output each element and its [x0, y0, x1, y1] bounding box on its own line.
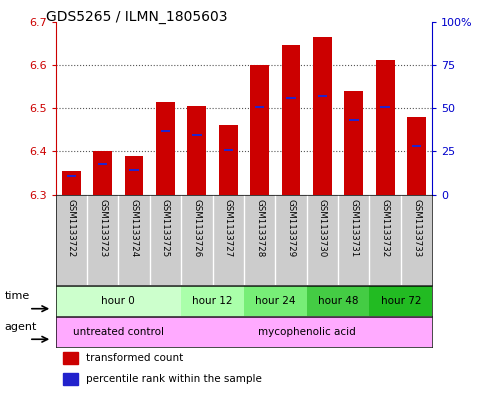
- Bar: [98, 163, 107, 165]
- Bar: [369, 286, 432, 316]
- Text: transformed count: transformed count: [85, 353, 183, 363]
- Text: hour 72: hour 72: [381, 296, 421, 306]
- Bar: [63, 352, 78, 364]
- Bar: [255, 106, 264, 108]
- Text: GSM1133733: GSM1133733: [412, 199, 421, 257]
- Text: hour 12: hour 12: [192, 296, 233, 306]
- Bar: [349, 119, 358, 121]
- Text: GSM1133732: GSM1133732: [381, 199, 390, 257]
- Bar: [192, 134, 201, 136]
- Text: GSM1133727: GSM1133727: [224, 199, 233, 257]
- Text: GSM1133722: GSM1133722: [67, 199, 76, 257]
- Bar: [161, 130, 170, 132]
- Text: agent: agent: [5, 323, 37, 332]
- Text: GSM1133729: GSM1133729: [286, 199, 296, 257]
- Bar: [224, 149, 233, 151]
- Text: hour 0: hour 0: [101, 296, 135, 306]
- Text: GSM1133724: GSM1133724: [129, 199, 139, 257]
- Text: GSM1133726: GSM1133726: [192, 199, 201, 257]
- Text: GSM1133730: GSM1133730: [318, 199, 327, 257]
- Bar: [250, 65, 269, 195]
- Bar: [93, 151, 112, 195]
- Bar: [56, 317, 181, 347]
- Text: hour 48: hour 48: [318, 296, 358, 306]
- Text: GDS5265 / ILMN_1805603: GDS5265 / ILMN_1805603: [46, 10, 227, 24]
- Bar: [286, 97, 296, 99]
- Text: untreated control: untreated control: [73, 327, 164, 337]
- Bar: [156, 101, 175, 195]
- Text: GSM1133731: GSM1133731: [349, 199, 358, 257]
- Bar: [63, 373, 78, 385]
- Text: time: time: [5, 292, 30, 301]
- Bar: [181, 286, 244, 316]
- Bar: [318, 95, 327, 97]
- Bar: [412, 145, 421, 147]
- Bar: [56, 286, 181, 316]
- Text: GSM1133723: GSM1133723: [98, 199, 107, 257]
- Bar: [282, 46, 300, 195]
- Bar: [344, 91, 363, 195]
- Text: GSM1133728: GSM1133728: [255, 199, 264, 257]
- Bar: [187, 106, 206, 195]
- Bar: [376, 60, 395, 195]
- Bar: [181, 317, 432, 347]
- Bar: [313, 37, 332, 195]
- Bar: [62, 171, 81, 195]
- Text: hour 24: hour 24: [255, 296, 296, 306]
- Bar: [381, 106, 390, 108]
- Text: GSM1133725: GSM1133725: [161, 199, 170, 257]
- Text: percentile rank within the sample: percentile rank within the sample: [85, 374, 262, 384]
- Bar: [307, 286, 369, 316]
- Bar: [219, 125, 238, 195]
- Bar: [244, 286, 307, 316]
- Bar: [67, 175, 76, 177]
- Text: mycophenolic acid: mycophenolic acid: [258, 327, 355, 337]
- Bar: [129, 169, 139, 171]
- Bar: [125, 156, 143, 195]
- Bar: [407, 117, 426, 195]
